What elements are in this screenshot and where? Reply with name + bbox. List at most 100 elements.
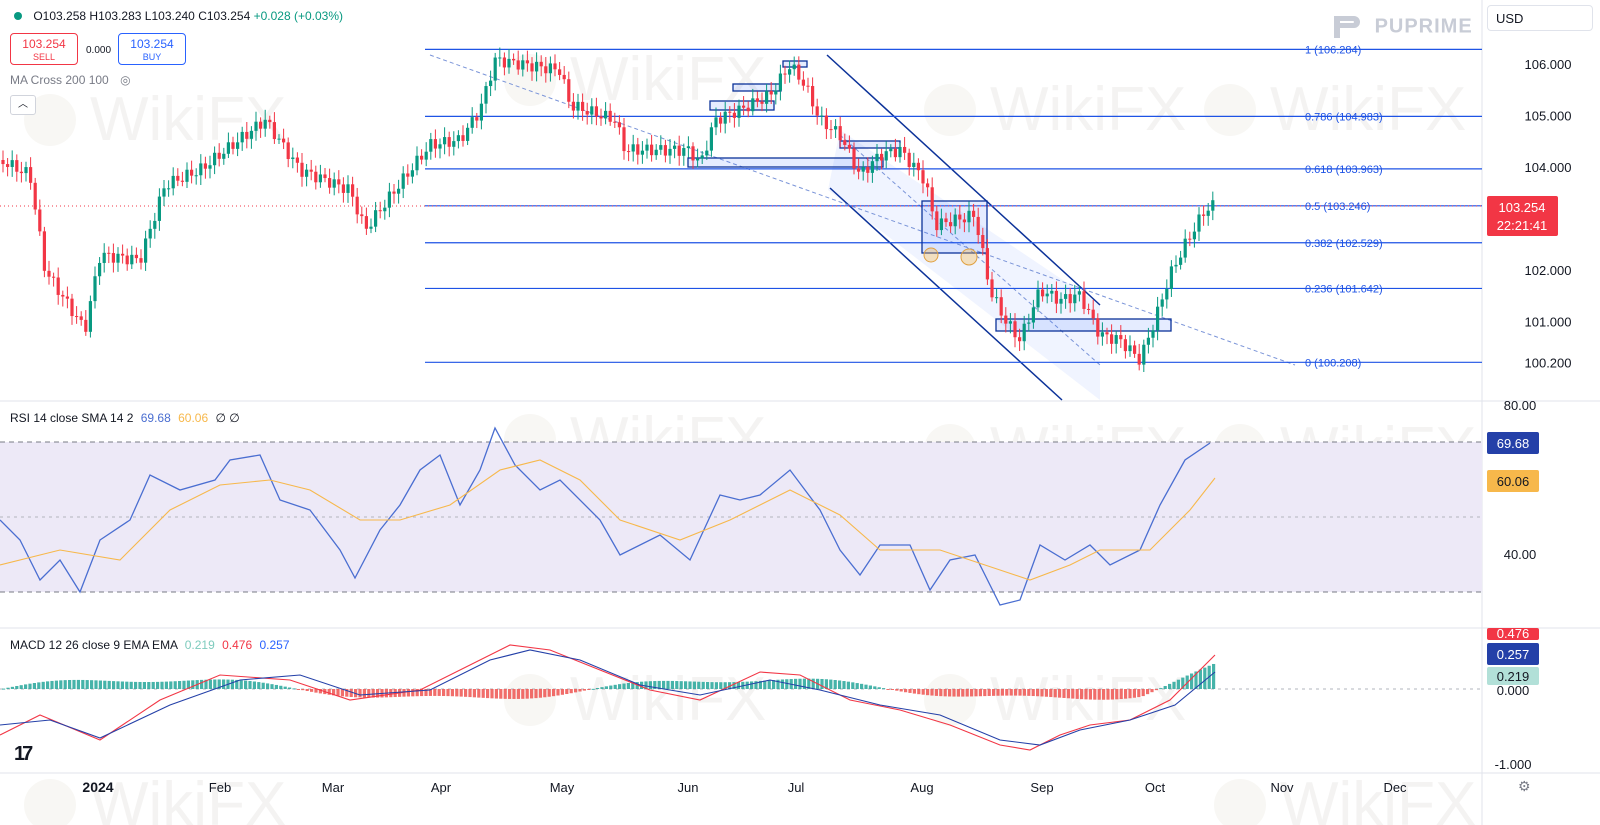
macd-histogram-bar (622, 683, 626, 689)
channel-upper-line[interactable] (826, 54, 1101, 306)
trend-line-dashed[interactable] (429, 54, 1296, 366)
macd-histogram-bar (956, 689, 960, 697)
candle-body (360, 214, 364, 217)
macd-histogram-bar (103, 680, 107, 689)
macd-histogram-bar (824, 679, 828, 689)
range-box[interactable] (687, 157, 884, 168)
candle-body (1188, 238, 1192, 240)
macd-histogram-bar (626, 682, 630, 689)
macd-histogram-bar (899, 689, 903, 692)
candle-body (295, 157, 299, 163)
candle-body (613, 121, 617, 123)
candle-body (903, 146, 907, 153)
macd-histogram-bar (138, 681, 142, 689)
marker-circle[interactable] (960, 248, 978, 266)
buy-label: BUY (142, 52, 162, 62)
candle-body (144, 238, 148, 263)
candle-body (1077, 291, 1081, 295)
macd-histogram-bar (349, 689, 353, 698)
macd-histogram-bar (530, 689, 534, 699)
candle-body (10, 160, 14, 167)
price-axis-label: 106.000 (1525, 57, 1572, 72)
candle-body (1018, 337, 1022, 342)
candle-body (663, 145, 667, 156)
broker-logo: PUPRIME (1328, 14, 1473, 40)
candle-body (746, 107, 750, 112)
macd-legend[interactable]: MACD 12 26 close 9 EMA EMA 0.219 0.476 0… (10, 638, 290, 652)
candle-body (1073, 294, 1077, 304)
range-box[interactable] (709, 100, 775, 111)
candle-body (843, 140, 847, 145)
buy-button[interactable]: 103.254 BUY (118, 33, 186, 65)
macd-histogram-bar (842, 681, 846, 689)
macd-histogram-bar (142, 682, 146, 689)
macd-histogram-bar (41, 681, 45, 689)
trend-line-dashed[interactable] (839, 134, 1101, 366)
macd-histogram-bar (81, 679, 85, 689)
eye-hidden-icon[interactable]: ◎ (120, 73, 131, 87)
macd-histogram-bar (270, 684, 274, 689)
macd-histogram-bar (442, 689, 446, 697)
candle-body (401, 173, 405, 189)
macd-histogram-bar (90, 680, 94, 689)
currency-select[interactable]: USD (1487, 5, 1593, 31)
macd-histogram-bar (6, 687, 10, 689)
macd-histogram-bar (525, 689, 529, 699)
macd-histogram-bar (252, 681, 256, 689)
sell-button[interactable]: 103.254 SELL (10, 33, 78, 65)
macd-histogram-bar (662, 680, 666, 689)
candle-body (162, 188, 166, 197)
channel-lower-line[interactable] (829, 187, 1063, 401)
range-box[interactable] (732, 83, 782, 92)
candle-body (484, 86, 488, 104)
time-axis-label: Jun (678, 780, 699, 795)
macd-histogram-bar (1119, 689, 1123, 700)
macd-histogram-bar (939, 689, 943, 697)
macd-histogram-bar (28, 683, 32, 689)
macd-histogram-bar (310, 689, 314, 692)
macd-histogram-bar (552, 689, 556, 697)
marker-circle[interactable] (923, 247, 939, 263)
candle-body (797, 64, 801, 80)
macd-histogram-bar (129, 681, 133, 689)
candle-body (15, 160, 19, 172)
macd-histogram-bar (59, 680, 63, 689)
candle-body (737, 105, 741, 118)
candle-body (42, 231, 46, 271)
candle-body (351, 184, 355, 197)
candle-body (778, 73, 782, 91)
buy-price: 103.254 (130, 37, 174, 51)
candle-body (1031, 307, 1035, 323)
macd-hist-tag (1487, 667, 1539, 685)
candle-body (341, 184, 345, 193)
collapse-legend-button[interactable]: ︿ (10, 95, 36, 115)
candle-body (1165, 289, 1169, 300)
candle-body (1008, 321, 1012, 324)
tradingview-logo-icon[interactable]: 17 (14, 743, 33, 765)
rsi-legend[interactable]: RSI 14 close SMA 14 2 69.68 60.06 ∅ ∅ (10, 411, 240, 425)
candle-body (824, 115, 828, 130)
candle-body (884, 151, 888, 161)
macd-histogram-bar (120, 681, 124, 689)
candle-body (530, 63, 534, 72)
time-axis-label: Sep (1030, 780, 1053, 795)
macd-histogram-bar (802, 678, 806, 689)
macd-histogram-bar (798, 678, 802, 689)
macd-histogram-bar (446, 689, 450, 697)
macd-histogram-bar (424, 689, 428, 696)
ma-cross-label[interactable]: MA Cross 200 100 ◎ (10, 73, 131, 87)
watermark-text: WikiFX (990, 665, 1186, 734)
macd-histogram-bar (94, 680, 98, 689)
rsi-value-tag-text: 69.68 (1497, 436, 1530, 451)
gear-icon[interactable]: ⚙ (1518, 778, 1531, 794)
candle-body (1082, 291, 1086, 309)
macd-histogram-bar (508, 689, 512, 699)
macd-histogram-bar (24, 684, 28, 689)
range-box[interactable] (995, 318, 1172, 332)
candle-body (479, 103, 483, 121)
candle-body (562, 74, 566, 80)
candle-body (1123, 339, 1127, 352)
candle-body (176, 175, 180, 181)
